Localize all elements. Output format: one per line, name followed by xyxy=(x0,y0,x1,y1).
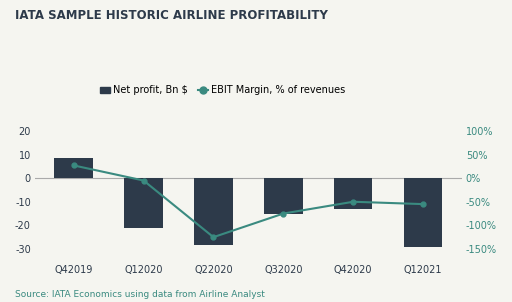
Text: IATA SAMPLE HISTORIC AIRLINE PROFITABILITY: IATA SAMPLE HISTORIC AIRLINE PROFITABILI… xyxy=(15,9,328,22)
Text: Source: IATA Economics using data from Airline Analyst: Source: IATA Economics using data from A… xyxy=(15,290,265,299)
Bar xyxy=(124,178,163,228)
Bar xyxy=(404,178,442,247)
Bar xyxy=(54,158,93,178)
Legend: Net profit, Bn $, EBIT Margin, % of revenues: Net profit, Bn $, EBIT Margin, % of reve… xyxy=(96,82,350,99)
Bar xyxy=(334,178,372,209)
Bar xyxy=(264,178,303,214)
Bar xyxy=(194,178,232,246)
